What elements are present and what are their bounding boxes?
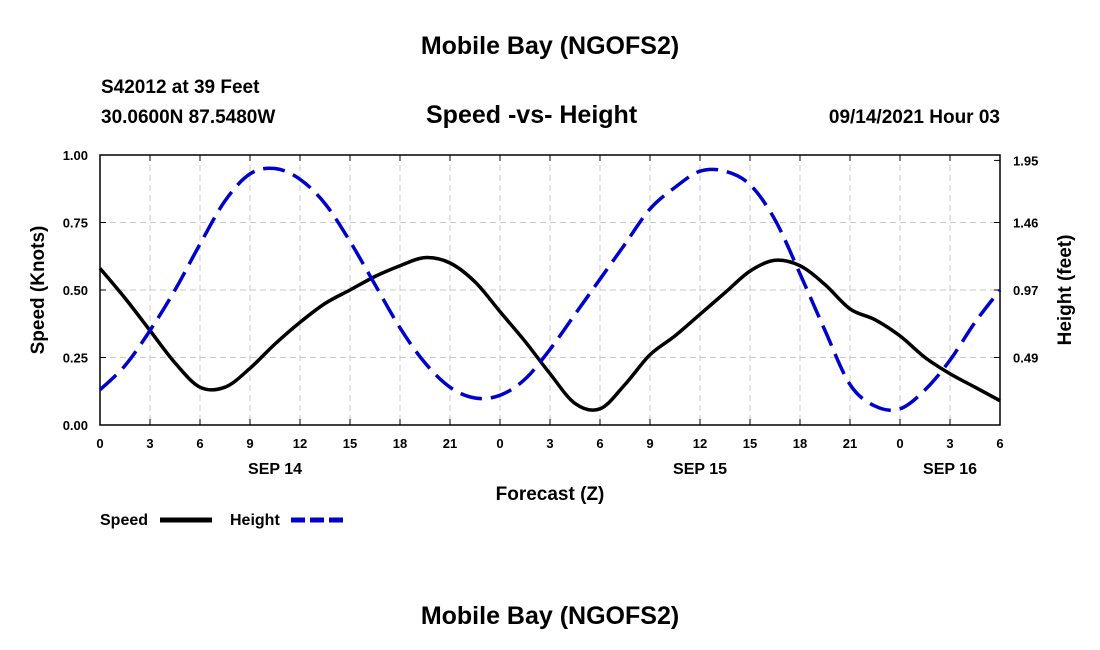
x-tick-label: 21 bbox=[843, 436, 857, 451]
x-tick-label: 15 bbox=[743, 436, 757, 451]
x-tick-label: 0 bbox=[96, 436, 103, 451]
x-tick-label: 3 bbox=[146, 436, 153, 451]
x-tick-label: 6 bbox=[996, 436, 1003, 451]
y2-tick-label: 1.95 bbox=[1013, 153, 1038, 168]
series-line-height bbox=[98, 166, 1002, 412]
y2-tick-label: 0.97 bbox=[1013, 283, 1038, 298]
x-tick-label: 12 bbox=[293, 436, 307, 451]
axis-ticks: 0 3 6 9 12 15 18 21 0 3 6 9 12 15 18 21 0 3 6 SEP 14 SEP 15 S… bbox=[63, 148, 1039, 478]
x-tick-label: 21 bbox=[443, 436, 457, 451]
y-tick-label: 0.00 bbox=[63, 418, 88, 433]
x-tick-label: 0 bbox=[896, 436, 903, 451]
x-date-label: SEP 16 bbox=[923, 461, 977, 478]
y-tick-label: 0.75 bbox=[63, 216, 88, 231]
x-tick-label: 6 bbox=[596, 436, 603, 451]
y-tick-label: 1.00 bbox=[63, 148, 88, 163]
legend: Speed Height bbox=[100, 512, 343, 529]
x-tick-label: 9 bbox=[246, 436, 253, 451]
x-tick-label: 6 bbox=[196, 436, 203, 451]
y-axis-label: Speed (Knots) bbox=[28, 226, 49, 355]
x-tick-label: 18 bbox=[393, 436, 407, 451]
top-title: Mobile Bay (NGOFS2) bbox=[420, 32, 680, 60]
x-tick-label: 12 bbox=[693, 436, 707, 451]
legend-label-speed: Speed bbox=[100, 512, 148, 529]
chart-title: Speed -vs- Height bbox=[426, 101, 638, 129]
x-tick-label: 3 bbox=[546, 436, 553, 451]
x-tick-label: 9 bbox=[646, 436, 653, 451]
x-date-label: SEP 14 bbox=[248, 461, 302, 478]
x-tick-label: 18 bbox=[793, 436, 807, 451]
y-tick-label: 0.50 bbox=[63, 283, 88, 298]
forecast-datetime: 09/14/2021 Hour 03 bbox=[828, 107, 1000, 128]
y2-axis-label: Height (feet) bbox=[1055, 235, 1076, 346]
y2-tick-label: 1.46 bbox=[1013, 216, 1038, 231]
y2-tick-label: 0.49 bbox=[1013, 351, 1038, 366]
x-date-label: SEP 15 bbox=[673, 461, 727, 478]
x-tick-label: 15 bbox=[343, 436, 357, 451]
legend-label-height: Height bbox=[230, 512, 280, 529]
series-lines bbox=[98, 166, 1002, 412]
y-tick-label: 0.25 bbox=[63, 351, 88, 366]
x-tick-label: 3 bbox=[946, 436, 953, 451]
series-line-speed bbox=[98, 255, 1001, 412]
x-tick-label: 0 bbox=[496, 436, 503, 451]
bottom-title: Mobile Bay (NGOFS2) bbox=[420, 602, 680, 630]
x-axis-label: Forecast (Z) bbox=[496, 484, 605, 505]
station-coordinates: 30.0600N 87.5480W bbox=[101, 107, 276, 128]
station-label: S42012 at 39 Feet bbox=[101, 77, 260, 98]
grid-lines bbox=[100, 155, 1000, 425]
